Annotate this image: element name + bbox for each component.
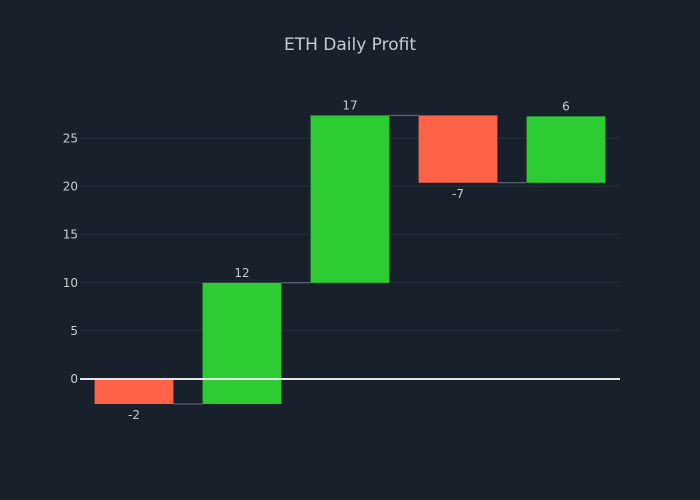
data-label-5: 6 — [562, 99, 570, 113]
waterfall-bar-4 — [418, 115, 498, 183]
y-tick-label: 0 — [70, 372, 78, 386]
data-labels: -2 12 17 -7 6 — [128, 98, 570, 422]
y-axis-ticks: 0 5 10 15 20 25 — [63, 132, 78, 387]
data-label-1: -2 — [128, 408, 140, 422]
waterfall-bar-5 — [526, 116, 606, 183]
waterfall-bar-1 — [94, 379, 174, 405]
waterfall-bar-2 — [202, 282, 282, 405]
data-label-4: -7 — [452, 187, 464, 201]
y-tick-label: 25 — [63, 132, 78, 146]
y-tick-label: 10 — [63, 276, 78, 290]
bars — [94, 115, 606, 405]
data-label-2: 12 — [234, 266, 249, 280]
data-label-3: 17 — [342, 98, 357, 112]
y-tick-label: 20 — [63, 180, 78, 194]
connector-lines — [173, 114, 527, 405]
y-tick-label: 5 — [70, 324, 78, 338]
waterfall-bar-3 — [310, 115, 390, 283]
y-tick-label: 15 — [63, 228, 78, 242]
chart-title: ETH Daily Profit — [284, 35, 416, 55]
